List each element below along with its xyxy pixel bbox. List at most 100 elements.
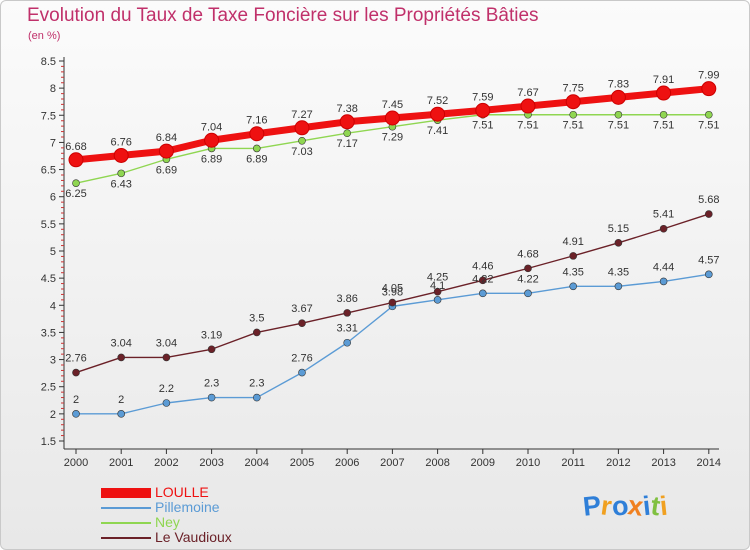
data-point bbox=[249, 126, 265, 142]
data-point bbox=[72, 410, 80, 418]
data-label: 4.1 bbox=[430, 280, 445, 292]
data-label: 4.22 bbox=[472, 273, 493, 285]
data-point bbox=[294, 120, 310, 136]
data-label: 4.91 bbox=[562, 236, 583, 248]
data-point bbox=[659, 110, 668, 119]
data-point bbox=[298, 319, 306, 328]
data-point bbox=[339, 114, 355, 130]
y-tick-label: 7 bbox=[50, 137, 56, 149]
data-point bbox=[478, 289, 487, 298]
x-tick-label: 2001 bbox=[109, 457, 133, 469]
legend-label: Pillemoine bbox=[155, 499, 220, 515]
x-tick-label: 2000 bbox=[64, 457, 88, 469]
y-tick-label: 2 bbox=[50, 409, 56, 421]
data-label: 2.76 bbox=[291, 353, 312, 365]
data-label: 6.76 bbox=[110, 136, 131, 148]
data-label: 2.76 bbox=[65, 353, 86, 365]
y-tick-label: 3 bbox=[50, 355, 56, 367]
y-tick-label: 5 bbox=[50, 246, 56, 258]
data-point bbox=[569, 282, 578, 291]
data-label: 7.29 bbox=[382, 132, 403, 144]
x-tick-label: 2005 bbox=[290, 457, 314, 469]
data-label: 6.43 bbox=[110, 178, 131, 190]
x-tick-label: 2013 bbox=[651, 457, 675, 469]
x-tick-label: 2004 bbox=[245, 457, 269, 469]
data-label: 7.51 bbox=[562, 120, 583, 132]
data-point bbox=[524, 289, 532, 298]
data-point bbox=[656, 85, 672, 101]
data-label: 7.27 bbox=[291, 109, 312, 121]
data-point bbox=[343, 338, 352, 347]
data-point bbox=[524, 264, 532, 273]
data-label: 2.3 bbox=[204, 378, 219, 390]
data-point bbox=[704, 210, 713, 218]
data-label: 7.51 bbox=[608, 120, 629, 132]
data-label: 5.68 bbox=[698, 194, 719, 206]
data-point bbox=[253, 328, 261, 337]
legend-swatch bbox=[101, 522, 151, 524]
data-label: 3.04 bbox=[110, 337, 131, 349]
x-tick-label: 2007 bbox=[380, 457, 404, 469]
data-label: 7.41 bbox=[427, 125, 448, 137]
data-point bbox=[430, 106, 446, 122]
data-label: 6.89 bbox=[201, 153, 222, 165]
data-point bbox=[253, 393, 261, 402]
data-point bbox=[704, 270, 713, 279]
data-point bbox=[343, 309, 352, 317]
legend-item: LOULLE bbox=[101, 485, 301, 500]
data-point bbox=[701, 81, 717, 97]
legend-label: Le Vaudioux bbox=[155, 529, 232, 545]
data-point bbox=[569, 110, 578, 119]
data-point bbox=[569, 252, 578, 260]
data-point bbox=[117, 169, 125, 178]
data-point bbox=[343, 129, 352, 137]
data-label: 7.91 bbox=[653, 74, 674, 86]
data-label: 7.38 bbox=[336, 103, 357, 115]
data-label: 7.03 bbox=[291, 146, 312, 158]
data-label: 3.86 bbox=[336, 293, 357, 305]
data-point bbox=[478, 276, 487, 285]
data-label: 2.3 bbox=[249, 378, 264, 390]
data-label: 2 bbox=[118, 394, 124, 406]
data-label: 5.41 bbox=[653, 209, 674, 221]
data-label: 7.45 bbox=[382, 99, 403, 111]
y-tick-label: 7.5 bbox=[41, 110, 56, 122]
logo-letter: i bbox=[657, 490, 669, 522]
data-label: 7.51 bbox=[517, 120, 538, 132]
data-label: 6.84 bbox=[156, 132, 177, 144]
legend: LOULLE Pillemoine Ney Le Vaudioux bbox=[101, 485, 301, 545]
data-label: 2.2 bbox=[159, 383, 174, 395]
legend-swatch bbox=[101, 537, 151, 539]
legend-label: LOULLE bbox=[155, 484, 209, 500]
data-point bbox=[659, 277, 668, 286]
x-tick-label: 2010 bbox=[516, 457, 540, 469]
data-label: 6.69 bbox=[156, 164, 177, 176]
legend-item: Pillemoine bbox=[101, 500, 301, 515]
data-point bbox=[253, 144, 261, 153]
legend-swatch bbox=[101, 488, 151, 498]
data-point bbox=[162, 399, 171, 407]
data-point bbox=[204, 132, 220, 148]
data-label: 2 bbox=[73, 394, 79, 406]
data-point bbox=[704, 110, 713, 119]
data-label: 7.59 bbox=[472, 91, 493, 103]
data-label: 4.46 bbox=[472, 260, 493, 272]
data-point bbox=[113, 147, 129, 163]
data-point bbox=[207, 393, 216, 402]
legend-label: Ney bbox=[155, 514, 180, 530]
data-label: 4.44 bbox=[653, 261, 674, 273]
data-label: 3.5 bbox=[249, 312, 264, 324]
data-label: 4.05 bbox=[382, 283, 403, 295]
data-label: 3.31 bbox=[336, 323, 357, 335]
data-label: 6.89 bbox=[246, 153, 267, 165]
y-tick-label: 8 bbox=[50, 83, 56, 95]
data-label: 6.25 bbox=[65, 188, 86, 200]
x-tick-label: 2009 bbox=[471, 457, 495, 469]
data-point bbox=[117, 353, 125, 362]
y-tick-label: 8.5 bbox=[41, 56, 56, 68]
data-label: 3.98 bbox=[382, 286, 403, 298]
data-point bbox=[72, 368, 80, 377]
data-point bbox=[72, 179, 80, 187]
data-label: 4.35 bbox=[608, 266, 629, 278]
data-point bbox=[162, 353, 171, 362]
